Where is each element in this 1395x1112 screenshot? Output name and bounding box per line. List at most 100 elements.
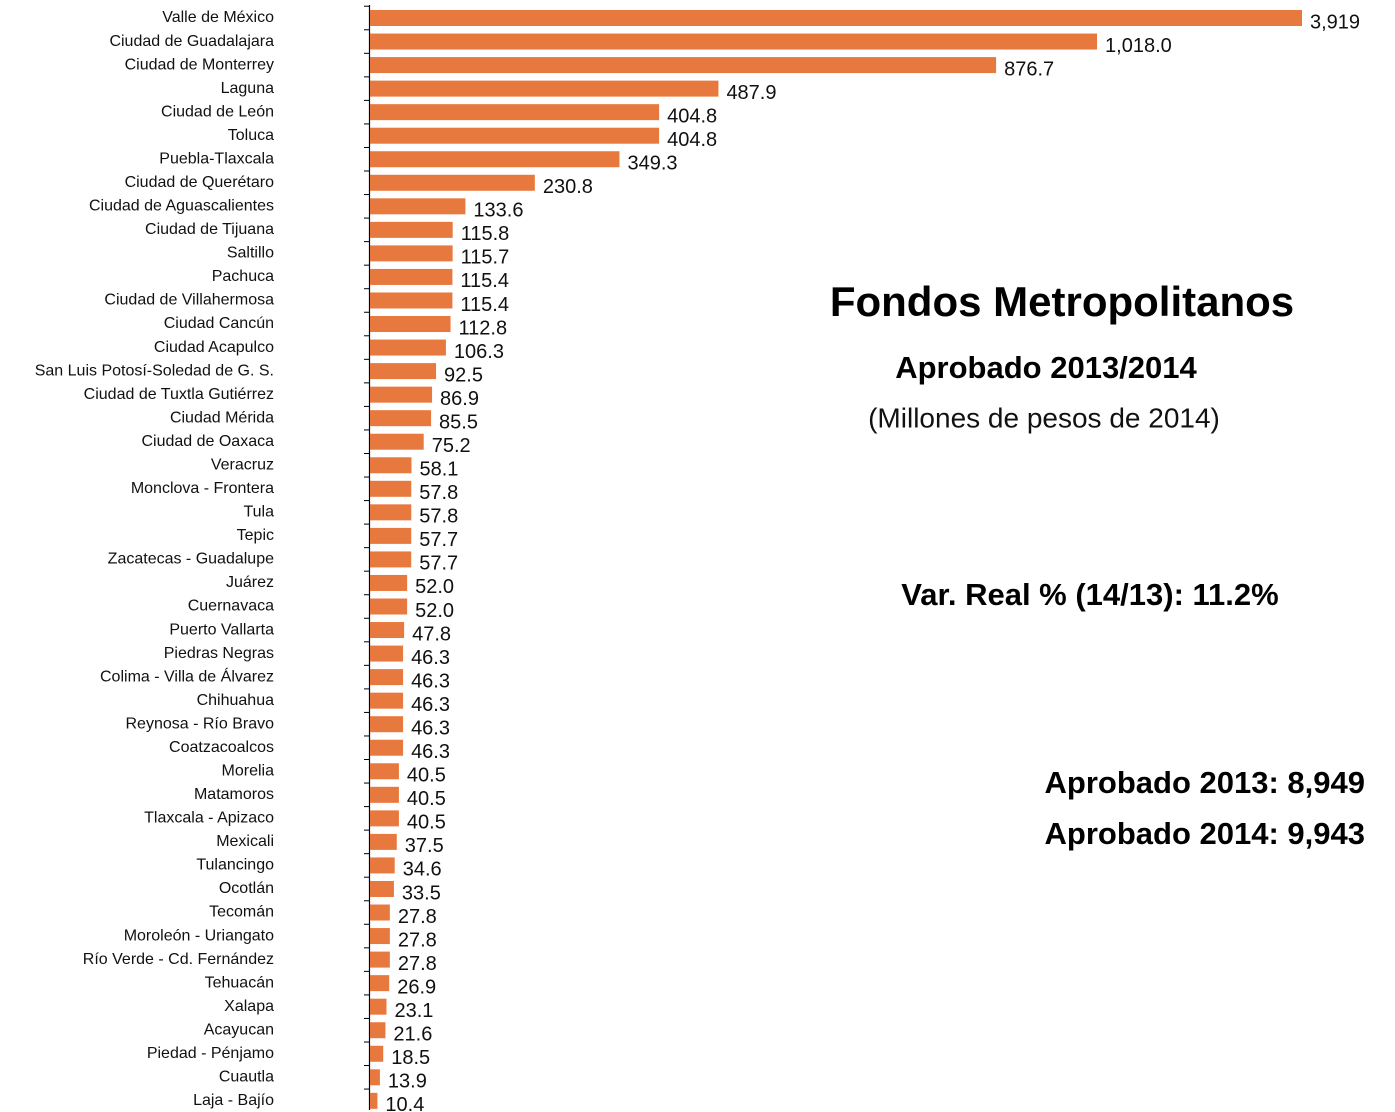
bar bbox=[370, 692, 404, 709]
y-tick-label: Ocotlán bbox=[219, 880, 274, 897]
bar bbox=[370, 645, 404, 662]
y-tick-label: Tecomán bbox=[209, 904, 274, 921]
bar bbox=[370, 622, 405, 639]
y-tick-label: Puebla-Tlaxcala bbox=[159, 150, 274, 167]
chart-title: Fondos Metropolitanos bbox=[830, 278, 1294, 325]
bar bbox=[370, 1022, 386, 1039]
bar bbox=[370, 833, 397, 850]
y-tick-label: Morelia bbox=[222, 762, 275, 779]
value-label: 112.8 bbox=[459, 317, 508, 339]
value-label: 46.3 bbox=[411, 741, 450, 763]
y-tick-label: Cuernavaca bbox=[188, 598, 274, 615]
y-tick-label: Mexicali bbox=[216, 833, 274, 850]
value-label: 40.5 bbox=[407, 765, 446, 787]
value-label: 27.8 bbox=[398, 929, 437, 951]
bar bbox=[370, 574, 408, 591]
value-label: 876.7 bbox=[1004, 58, 1054, 80]
y-tick-label: Ciudad de Aguascalientes bbox=[89, 198, 274, 215]
value-label: 115.4 bbox=[460, 270, 509, 292]
value-label: 57.8 bbox=[419, 506, 458, 528]
y-tick-label: Toluca bbox=[228, 127, 274, 144]
value-label: 52.0 bbox=[415, 600, 454, 622]
y-tick-label: Tlaxcala - Apizaco bbox=[144, 810, 274, 827]
value-label: 46.3 bbox=[411, 717, 450, 739]
y-tick-label: Colima - Villa de Álvarez bbox=[100, 666, 274, 685]
bar bbox=[370, 10, 1302, 26]
bar bbox=[370, 669, 404, 686]
y-tick-label: Chihuahua bbox=[197, 692, 275, 709]
bar bbox=[370, 33, 1098, 50]
bar bbox=[370, 174, 535, 191]
value-label: 33.5 bbox=[402, 882, 441, 904]
bar bbox=[370, 975, 390, 992]
bar bbox=[370, 763, 399, 780]
bars bbox=[370, 10, 1302, 1109]
y-tick-label: Ciudad Acapulco bbox=[154, 339, 274, 356]
y-tick-label: Ciudad de Oaxaca bbox=[141, 433, 274, 450]
value-label: 133.6 bbox=[473, 200, 523, 222]
bar bbox=[370, 716, 404, 733]
value-label: 487.9 bbox=[726, 82, 776, 104]
value-label: 404.8 bbox=[667, 129, 717, 151]
bar bbox=[370, 410, 432, 427]
value-label: 27.8 bbox=[398, 906, 437, 928]
value-label: 57.8 bbox=[419, 482, 458, 504]
value-label: 23.1 bbox=[394, 1000, 433, 1022]
y-tick-label: Veracruz bbox=[211, 456, 274, 473]
bar bbox=[370, 1092, 378, 1109]
bar bbox=[370, 151, 620, 168]
y-tick-label: Reynosa - Río Bravo bbox=[125, 715, 274, 732]
value-label: 46.3 bbox=[411, 670, 450, 692]
value-label: 13.9 bbox=[388, 1071, 427, 1093]
y-tick-label: Monclova - Frontera bbox=[131, 480, 274, 497]
y-tick-label: Cuautla bbox=[219, 1069, 274, 1086]
y-tick-label: Ciudad Mérida bbox=[170, 409, 274, 426]
y-tick-label: Piedad - Pénjamo bbox=[147, 1045, 274, 1062]
y-tick-label: Ciudad de Villahermosa bbox=[104, 292, 274, 309]
y-tick-label: Tehuacán bbox=[205, 974, 274, 991]
value-label: 10.4 bbox=[385, 1094, 424, 1112]
value-label: 230.8 bbox=[543, 176, 593, 198]
bar bbox=[370, 292, 453, 309]
value-label: 21.6 bbox=[393, 1024, 432, 1046]
bar bbox=[370, 1045, 384, 1062]
value-label: 115.8 bbox=[461, 223, 510, 245]
value-label: 27.8 bbox=[398, 953, 437, 975]
bar bbox=[370, 245, 453, 262]
y-tick-label: Saltillo bbox=[227, 245, 274, 262]
bar bbox=[370, 433, 424, 450]
value-label: 57.7 bbox=[419, 553, 458, 575]
value-label: 40.5 bbox=[407, 812, 446, 834]
chart-subtitle: Aprobado 2013/2014 bbox=[895, 350, 1197, 385]
y-tick-label: Valle de México bbox=[162, 9, 274, 26]
value-label: 46.3 bbox=[411, 647, 450, 669]
y-tick-label: Laja - Bajío bbox=[193, 1092, 274, 1109]
value-label: 47.8 bbox=[412, 623, 451, 645]
value-label: 18.5 bbox=[391, 1047, 430, 1069]
y-tick-label: Tula bbox=[243, 504, 274, 521]
bar bbox=[370, 857, 395, 874]
annotation: Aprobado 2013: 8,949 bbox=[1045, 765, 1365, 800]
bar bbox=[370, 386, 433, 403]
value-label: 46.3 bbox=[411, 694, 450, 716]
y-tick-label: Río Verde - Cd. Fernández bbox=[83, 951, 274, 968]
bar bbox=[370, 928, 390, 945]
y-tick-label: Laguna bbox=[221, 80, 274, 97]
bar bbox=[370, 80, 719, 97]
value-label: 106.3 bbox=[454, 341, 504, 363]
annotation: Var. Real % (14/13): 11.2% bbox=[901, 577, 1278, 612]
annotation: Aprobado 2014: 9,943 bbox=[1045, 816, 1365, 851]
y-tick-label: Ciudad de Monterrey bbox=[125, 56, 274, 73]
value-label: 115.7 bbox=[461, 247, 510, 269]
value-label: 58.1 bbox=[419, 459, 458, 481]
bar bbox=[370, 268, 453, 285]
y-tick-label: Xalapa bbox=[224, 998, 274, 1015]
value-label: 1,018.0 bbox=[1105, 35, 1172, 57]
bar bbox=[370, 221, 453, 238]
bar bbox=[370, 316, 451, 333]
value-label: 85.5 bbox=[439, 411, 478, 433]
value-label: 86.9 bbox=[440, 388, 479, 410]
bar bbox=[370, 57, 997, 74]
value-label: 26.9 bbox=[397, 976, 436, 998]
